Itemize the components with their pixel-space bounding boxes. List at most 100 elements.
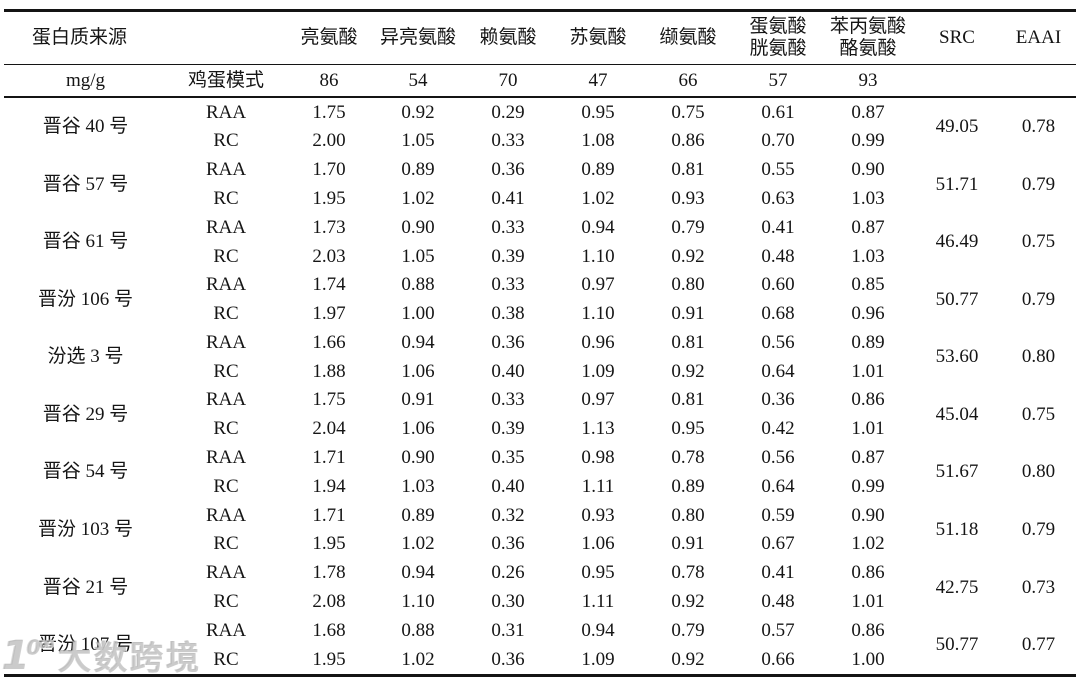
rc-value: 0.89 [671, 475, 705, 497]
raa-value: 0.87 [851, 447, 885, 469]
rc-value: 0.38 [491, 303, 525, 325]
raa-value: 0.80 [671, 504, 705, 526]
eaai-value: 0.75 [1021, 403, 1056, 425]
src-value: 50.77 [935, 634, 979, 656]
rc-value: 0.95 [671, 418, 705, 440]
src-value: 42.75 [935, 576, 979, 598]
src-value: 53.60 [935, 346, 979, 368]
col-header-phe-tyr: 苯丙氨酸 酪氨酸 [823, 11, 913, 65]
table-row-raa: 晋谷 21 号 RAA 1.78 0.94 0.26 0.95 0.78 0.4… [4, 559, 1076, 597]
table-header-row: 蛋白质来源 亮氨酸 异亮氨酸 赖氨酸 苏氨酸 缬氨酸 蛋氨酸 胱氨酸 苯丙氨酸 … [4, 11, 1076, 65]
raa-value: 0.90 [851, 504, 885, 526]
egg-value: 93 [858, 69, 878, 91]
raa-value: 0.89 [581, 159, 615, 181]
raa-value: 0.57 [761, 619, 795, 641]
rc-value: 0.39 [491, 418, 525, 440]
rc-value: 0.68 [761, 303, 795, 325]
table-row-raa: 晋谷 61 号 RAA 1.73 0.90 0.33 0.94 0.79 0.4… [4, 213, 1076, 252]
raa-value: 0.87 [851, 216, 885, 238]
raa-value: 0.86 [851, 389, 885, 411]
col-header-isoleucine: 异亮氨酸 [379, 27, 456, 49]
eaai-value: 0.79 [1021, 519, 1056, 541]
raa-value: 0.33 [491, 274, 525, 296]
variety-name: 晋谷 21 号 [42, 576, 129, 598]
raa-value: 0.97 [581, 389, 615, 411]
raa-value: 0.29 [491, 101, 525, 123]
rc-label: RC [213, 533, 239, 555]
src-value: 49.05 [935, 115, 979, 137]
src-value: 51.18 [935, 519, 979, 541]
src-value: 51.67 [935, 461, 979, 483]
rc-value: 1.95 [312, 187, 346, 209]
col-header-lysine: 赖氨酸 [479, 27, 537, 49]
rc-value: 0.40 [491, 475, 525, 497]
variety-name: 汾选 3 号 [47, 346, 124, 368]
eaai-value: 0.78 [1021, 115, 1056, 137]
met-cys-line2: 胱氨酸 [749, 38, 807, 59]
raa-label: RAA [205, 159, 247, 181]
rc-value: 0.70 [761, 130, 795, 152]
rc-value: 0.30 [491, 591, 525, 613]
phe-tyr-line2: 酪氨酸 [839, 38, 897, 59]
table-row-raa: 晋汾 107 号 RAA 1.68 0.88 0.31 0.94 0.79 0.… [4, 616, 1076, 655]
rc-value: 0.91 [671, 533, 705, 555]
eaai-value: 0.77 [1021, 634, 1056, 656]
rc-value: 1.01 [851, 418, 885, 440]
rc-value: 0.48 [761, 591, 795, 613]
variety-name: 晋谷 54 号 [42, 461, 129, 483]
raa-value: 0.89 [401, 159, 435, 181]
rc-label: RC [213, 591, 239, 613]
table-row-rc: RC 1.88 1.06 0.40 1.09 0.92 0.64 1.01 [4, 357, 1076, 386]
rc-value: 1.88 [312, 360, 346, 382]
rc-value: 1.02 [401, 187, 435, 209]
raa-value: 0.33 [491, 216, 525, 238]
raa-value: 0.92 [401, 101, 435, 123]
rc-value: 0.40 [491, 360, 525, 382]
rc-value: 1.02 [401, 533, 435, 555]
raa-value: 0.81 [671, 159, 705, 181]
rc-value: 1.95 [312, 648, 346, 670]
col-header-protein-source: 蛋白质来源 [32, 27, 128, 49]
variety-name: 晋汾 107 号 [37, 634, 133, 656]
rc-value: 1.00 [851, 648, 885, 670]
rc-value: 1.95 [312, 533, 346, 555]
table-row-raa: 晋谷 40 号 RAA 1.75 0.92 0.29 0.95 0.75 0.6… [4, 97, 1076, 137]
raa-value: 1.66 [312, 331, 346, 353]
raa-value: 0.88 [401, 619, 435, 641]
egg-eaai-empty [1001, 65, 1076, 98]
rc-value: 0.41 [491, 187, 525, 209]
raa-value: 1.78 [312, 562, 346, 584]
unit-label: mg/g [65, 69, 106, 91]
variety-name: 晋汾 103 号 [37, 519, 133, 541]
egg-value: 57 [768, 69, 788, 91]
raa-value: 0.36 [491, 331, 525, 353]
rc-value: 1.06 [401, 360, 435, 382]
raa-value: 0.98 [581, 447, 615, 469]
raa-value: 0.93 [581, 504, 615, 526]
rc-value: 0.36 [491, 533, 525, 555]
raa-value: 0.35 [491, 447, 525, 469]
variety-name: 晋谷 29 号 [42, 403, 129, 425]
rc-label: RC [213, 303, 239, 325]
table-row-rc: RC 1.95 1.02 0.36 1.09 0.92 0.66 1.00 [4, 645, 1076, 675]
raa-value: 0.89 [401, 504, 435, 526]
egg-value: 66 [678, 69, 698, 91]
rc-value: 2.04 [312, 418, 346, 440]
egg-pattern-label: 鸡蛋模式 [187, 69, 264, 91]
raa-label: RAA [205, 619, 247, 641]
rc-value: 1.09 [581, 360, 615, 382]
variety-name: 晋谷 57 号 [42, 173, 129, 195]
egg-value: 54 [408, 69, 428, 91]
rc-value: 0.48 [761, 245, 795, 267]
raa-label: RAA [205, 447, 247, 469]
rc-value: 0.92 [671, 648, 705, 670]
raa-value: 0.33 [491, 389, 525, 411]
rc-value: 1.06 [581, 533, 615, 555]
rc-value: 1.94 [312, 475, 346, 497]
table-row-raa: 晋汾 106 号 RAA 1.74 0.88 0.33 0.97 0.80 0.… [4, 271, 1076, 309]
raa-value: 0.86 [851, 619, 885, 641]
raa-value: 0.41 [761, 216, 795, 238]
raa-label: RAA [205, 389, 247, 411]
rc-value: 1.01 [851, 591, 885, 613]
raa-value: 0.90 [851, 159, 885, 181]
